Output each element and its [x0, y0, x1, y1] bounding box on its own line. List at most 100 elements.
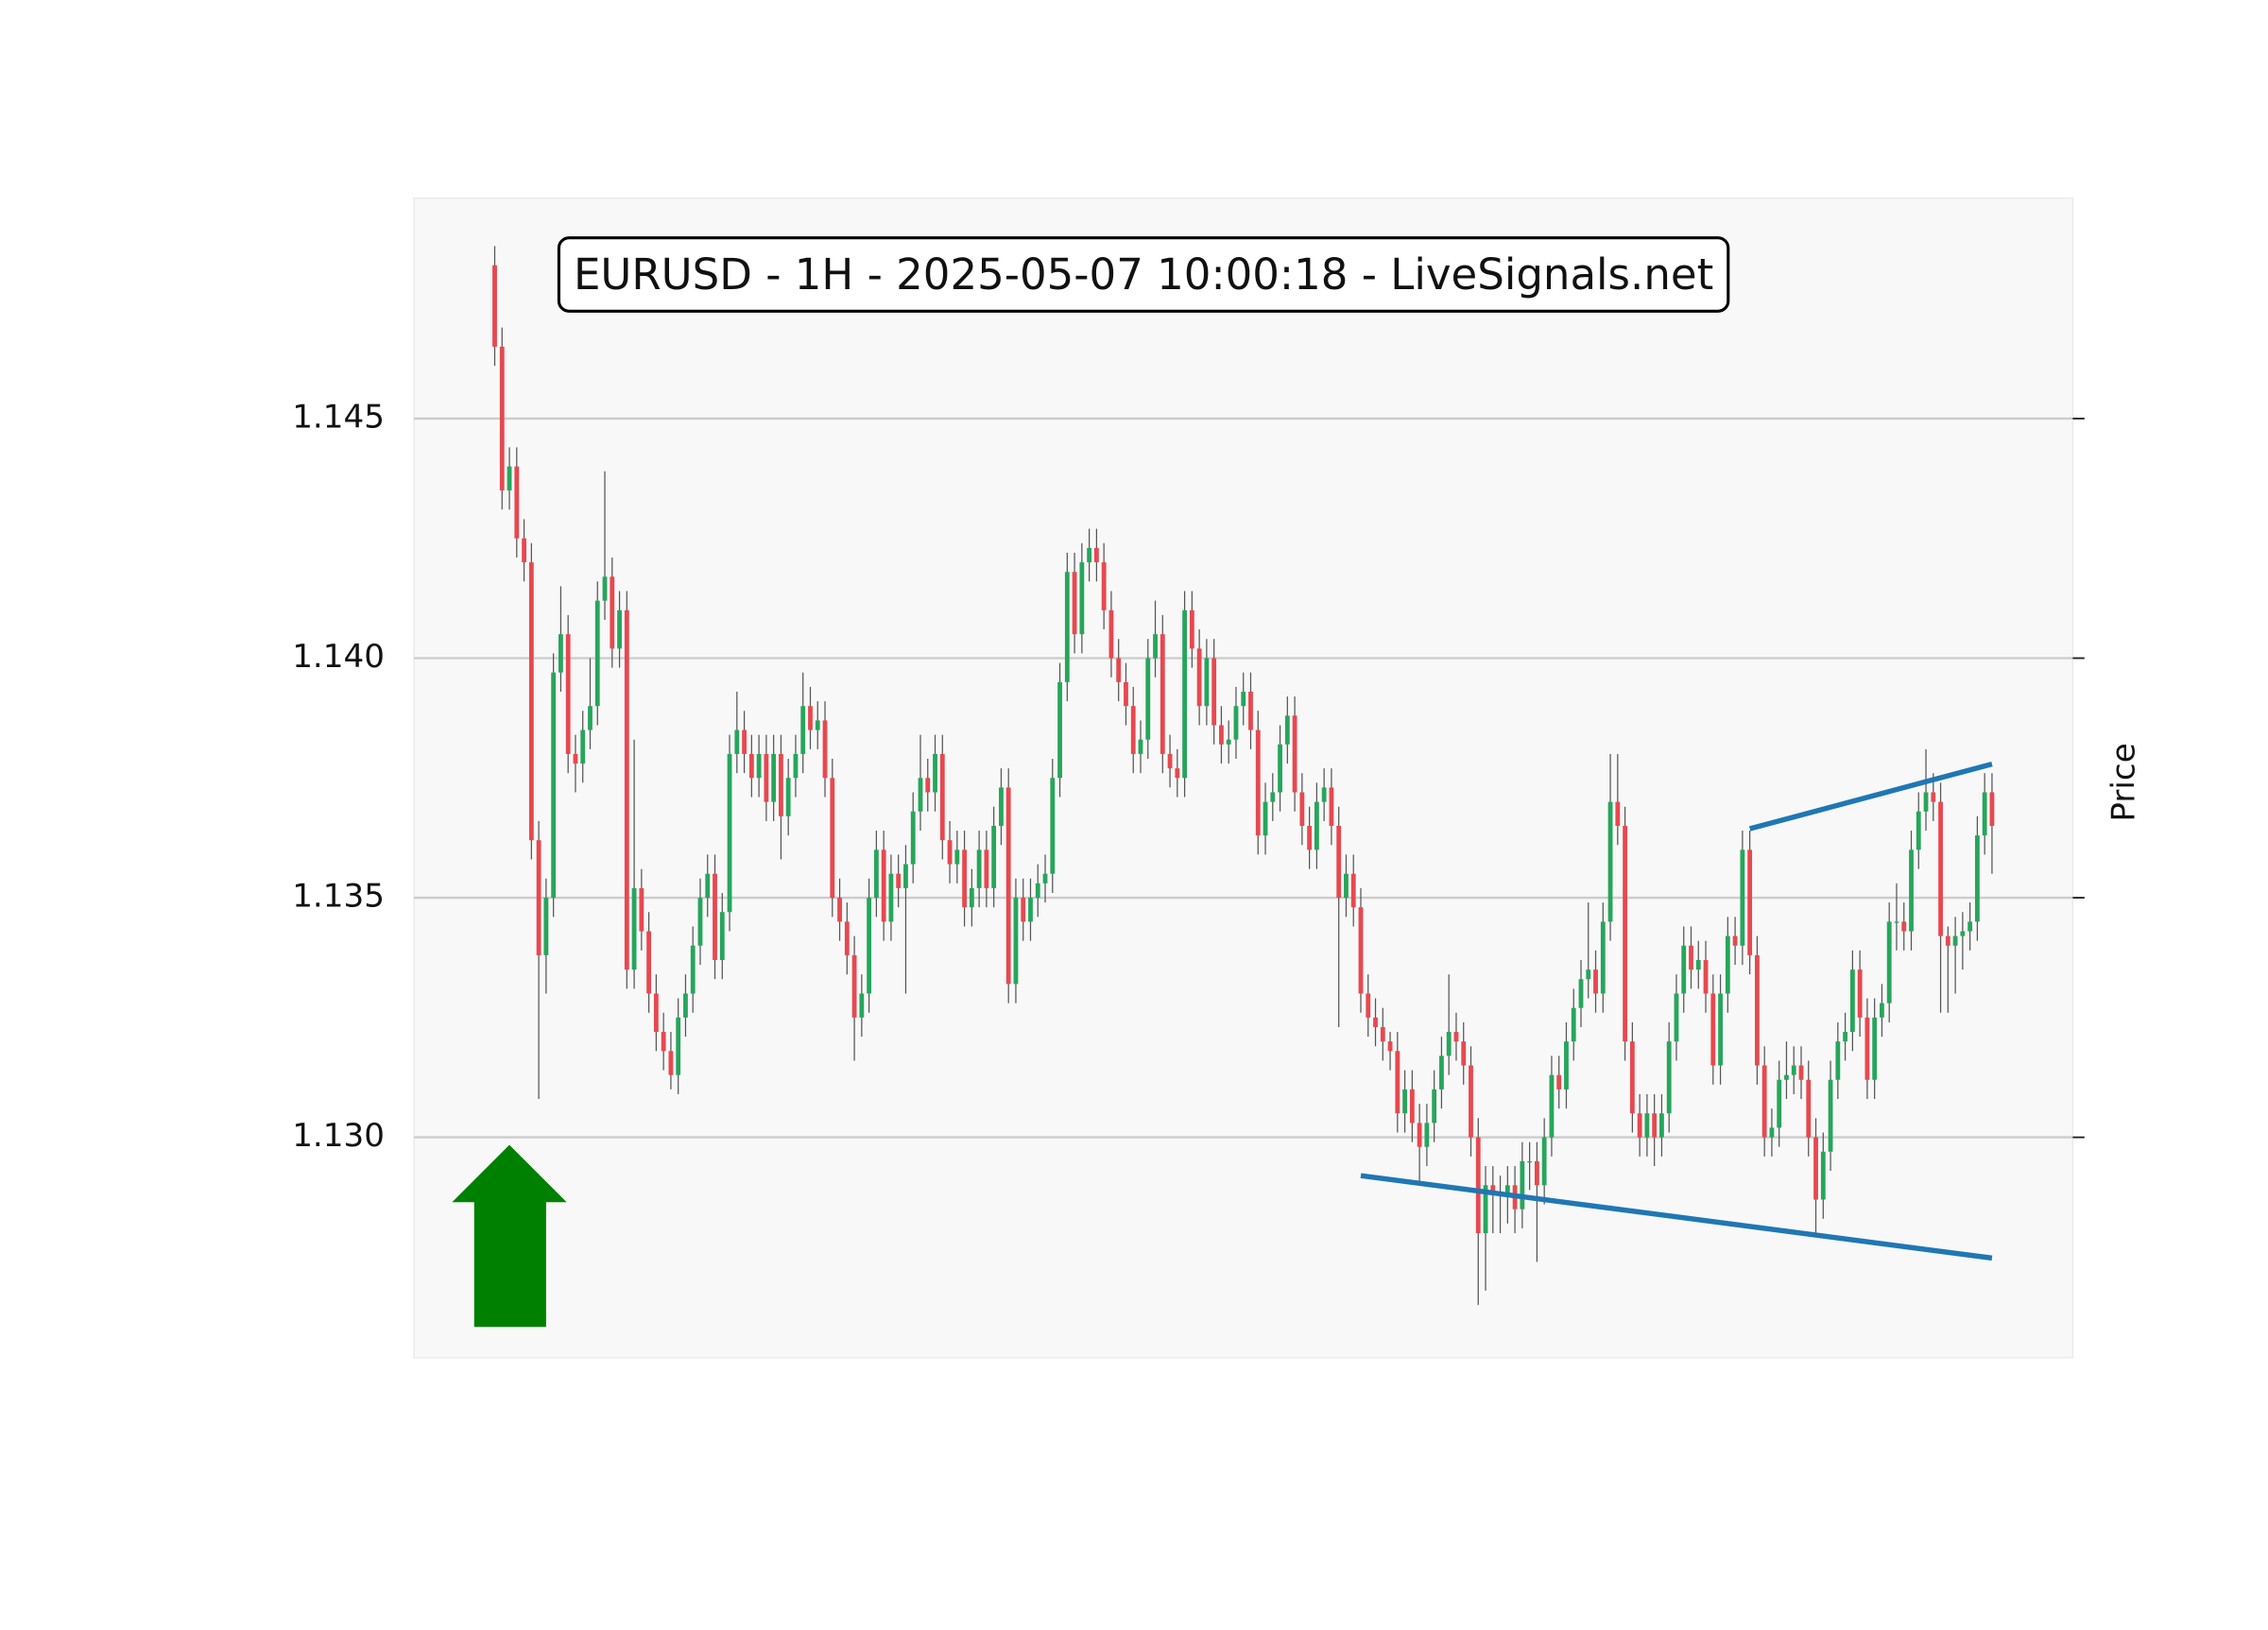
- candle-body: [536, 840, 541, 955]
- title-box: [557, 236, 1730, 313]
- candle-body: [1284, 715, 1290, 745]
- candle-body: [933, 753, 937, 793]
- candle-body: [867, 898, 872, 994]
- candle-body: [785, 778, 791, 816]
- candle-body: [543, 898, 549, 955]
- candle-body: [1674, 993, 1679, 1042]
- candle-body: [1424, 1123, 1430, 1147]
- candle-body: [830, 778, 835, 899]
- candle-body: [1124, 681, 1128, 707]
- candle-body: [492, 265, 497, 347]
- candle-body: [815, 720, 820, 730]
- candle-body: [1336, 825, 1342, 899]
- candle-body: [1952, 935, 1958, 946]
- trendline: [1360, 1173, 1993, 1261]
- candle-body: [1093, 547, 1099, 563]
- candle-body: [1835, 1041, 1841, 1080]
- candle-body: [756, 753, 762, 779]
- candle-body: [1219, 725, 1224, 745]
- candle-body: [573, 753, 578, 764]
- candle-body: [1028, 898, 1033, 922]
- candle-body: [1233, 706, 1239, 740]
- candle-body: [1021, 898, 1026, 922]
- candle-body: [594, 600, 600, 707]
- candle-body: [1358, 907, 1364, 994]
- candle-body: [1087, 547, 1092, 563]
- candle-body: [1299, 792, 1305, 826]
- candle-body: [528, 562, 534, 841]
- candle-body: [793, 753, 799, 779]
- candle-body: [939, 753, 945, 841]
- candle-body: [1798, 1065, 1804, 1080]
- candle-body: [1623, 825, 1628, 1042]
- candle-body: [1982, 792, 1987, 836]
- candle-body: [1703, 959, 1709, 994]
- candle-body: [1373, 1017, 1378, 1027]
- candle-body: [1520, 1160, 1525, 1210]
- candle-body: [1432, 1089, 1437, 1124]
- candle-body: [1828, 1079, 1833, 1152]
- candle-body: [1241, 692, 1246, 707]
- candle-body: [1659, 1113, 1664, 1138]
- candle-body: [690, 945, 696, 994]
- candle-body: [1145, 658, 1151, 740]
- candle-body: [1380, 1026, 1385, 1042]
- candle-body: [844, 921, 850, 955]
- candle-body: [1255, 729, 1261, 836]
- candle-body: [1967, 921, 1973, 932]
- candle-body: [1754, 954, 1760, 1066]
- candle-body: [653, 993, 659, 1033]
- candle-body: [1534, 1160, 1539, 1186]
- candle-body: [1167, 753, 1173, 769]
- candle-body: [1138, 739, 1143, 754]
- candle-body: [1035, 883, 1040, 899]
- candle-body: [918, 778, 923, 812]
- candle-body: [1652, 1113, 1658, 1138]
- candle-body: [1490, 1185, 1496, 1195]
- candle-body: [1740, 849, 1745, 946]
- candle-body: [881, 849, 886, 922]
- candle-body: [1395, 1051, 1400, 1114]
- candle-body: [1864, 1017, 1870, 1080]
- candle-body: [1130, 706, 1136, 754]
- candle-body: [1116, 658, 1122, 682]
- candle-body: [734, 729, 740, 754]
- candle-body: [1013, 898, 1019, 985]
- candle-body: [771, 753, 777, 802]
- candle-body: [1960, 931, 1966, 936]
- candle-body: [1189, 609, 1194, 649]
- candle-body: [1777, 1079, 1782, 1128]
- candle-body: [1718, 993, 1723, 1066]
- candle-body: [646, 931, 652, 994]
- candle-body: [748, 753, 754, 779]
- candle-body: [1615, 801, 1621, 826]
- candle-body: [910, 811, 916, 865]
- candle-body: [624, 609, 629, 970]
- candle-body: [565, 634, 571, 754]
- candle-body: [1042, 873, 1048, 884]
- candle-body: [1153, 634, 1158, 659]
- candle-body: [676, 1017, 681, 1075]
- candle-body: [683, 993, 688, 1018]
- candle-body: [1923, 792, 1929, 812]
- candle-body: [1344, 873, 1349, 899]
- candle-body: [1321, 787, 1327, 802]
- candle-body: [1101, 562, 1107, 610]
- candle-body: [764, 753, 769, 802]
- candle-body: [1072, 572, 1077, 635]
- candle-body: [1263, 801, 1268, 836]
- candle-body: [1483, 1185, 1488, 1234]
- plot-area: [413, 197, 2074, 1359]
- candle-body: [1278, 744, 1282, 793]
- candle-body: [1270, 792, 1276, 802]
- candle-body: [1710, 993, 1716, 1066]
- candle-body: [1806, 1079, 1812, 1138]
- candle-body: [617, 609, 622, 649]
- candle-body: [661, 1032, 666, 1052]
- candle-body: [1417, 1123, 1422, 1147]
- candle-body: [1453, 1032, 1459, 1042]
- candle-body: [954, 849, 960, 865]
- candle-body: [705, 873, 711, 899]
- candle-body: [1439, 1055, 1444, 1090]
